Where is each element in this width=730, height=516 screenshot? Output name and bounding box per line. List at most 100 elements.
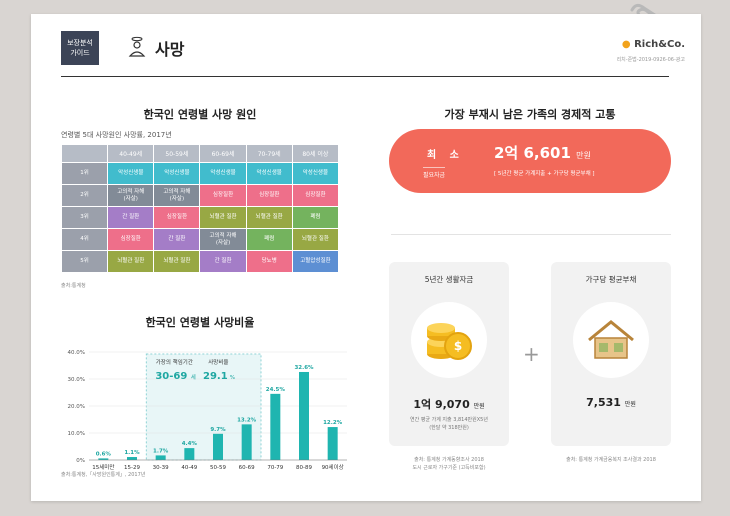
cause-cell: 고혈압성질환 bbox=[292, 251, 338, 272]
cause-cell: 악성신생물 bbox=[108, 163, 154, 184]
section-divider bbox=[391, 234, 671, 235]
table-row: 4위 심장질환 간 질환 고의적 자해 (자살) 폐렴 뇌혈관 질환 bbox=[62, 229, 338, 250]
bar bbox=[327, 427, 338, 460]
cause-cell: 간 질환 bbox=[200, 251, 246, 272]
cause-cell: 악성신생물 bbox=[154, 163, 200, 184]
cause-cell: 고의적 자해 (자살) bbox=[108, 185, 154, 206]
cause-source: 출처:통계청 bbox=[61, 283, 86, 289]
x-tick-label: 15세미만 bbox=[92, 463, 114, 471]
cause-cell: 간 질환 bbox=[108, 207, 154, 228]
cause-cell: 뇌혈관 질환 bbox=[200, 207, 246, 228]
total-amount: 2억 6,601 만원 bbox=[494, 144, 591, 162]
debt-source: 출처: 통계청 가계금융복지 조사결과 2018 bbox=[566, 457, 656, 463]
living-cost-box: 5년간 생활자금 $ 1억 9,070 만원 연간 평균 가계 지출 3,814… bbox=[389, 262, 509, 446]
bar-value-label: 32.6% bbox=[294, 365, 314, 371]
age-column-header: 50-59세 bbox=[154, 145, 200, 162]
bar bbox=[98, 458, 109, 460]
cause-cell: 심장질환 bbox=[292, 185, 338, 206]
corner-header bbox=[62, 145, 108, 162]
x-tick-label: 80-89 bbox=[296, 465, 312, 471]
living-cost-value: 1억 9,070 만원 bbox=[413, 398, 485, 411]
cause-cell: 폐렴 bbox=[246, 229, 292, 250]
cause-cell: 뇌혈관 질환 bbox=[108, 251, 154, 272]
y-tick-label: 30.0% bbox=[68, 377, 85, 383]
chart-title: 한국인 연령별 사망비율 bbox=[145, 316, 255, 329]
bar-value-label: 9.7% bbox=[210, 427, 226, 433]
bar bbox=[213, 433, 223, 460]
cause-cell: 악성신생물 bbox=[292, 163, 338, 184]
coins-icon: $ bbox=[427, 323, 472, 360]
bar bbox=[184, 448, 195, 460]
house-circle bbox=[573, 302, 649, 378]
death-rate-chart: 0% 10.0% 20.0% 30.0% 40.0% 0.6% 15세미만 1.1% 15-29… bbox=[68, 350, 347, 471]
page-title: 사망 bbox=[155, 40, 185, 59]
cause-cell: 뇌혈관 질환 bbox=[246, 207, 292, 228]
table-row: 3위 간 질환 심장질환 뇌혈관 질환 뇌혈관 질환 폐렴 bbox=[62, 207, 338, 228]
y-tick-label: 10.0% bbox=[68, 431, 85, 437]
cause-cell: 심장질환 bbox=[246, 185, 292, 206]
cause-table-title: 한국인 연령별 사망 원인 bbox=[143, 108, 257, 121]
y-tick-label: 20.0% bbox=[68, 404, 85, 410]
rank-cell: 1위 bbox=[62, 163, 108, 184]
bar-value-label: 13.2% bbox=[237, 417, 257, 423]
rank-cell: 3위 bbox=[62, 207, 108, 228]
bar-value-label: 4.4% bbox=[182, 441, 198, 447]
rank-cell: 5위 bbox=[62, 251, 108, 272]
brand-logo: ● Rich&Co. bbox=[621, 39, 685, 50]
bar-value-label: 12.2% bbox=[323, 420, 343, 426]
infographic-card: 보장분석 가이드 사망 ● Rich&Co. 리치-준법-2019-0926-0… bbox=[31, 14, 701, 501]
bar bbox=[127, 457, 137, 460]
x-tick-label: 15-29 bbox=[124, 465, 140, 471]
cause-cell: 고의적 자해 (자살) bbox=[200, 229, 246, 250]
x-tick-label: 70-79 bbox=[267, 465, 283, 471]
need-label: 필요자금 bbox=[423, 167, 446, 179]
chart-source: 출처:통계청,「사망원인통계」, 2017년 bbox=[61, 472, 146, 478]
cause-cell: 뇌혈관 질환 bbox=[292, 229, 338, 250]
x-tick-label: 30-39 bbox=[153, 465, 169, 471]
age-column-header: 60-69세 bbox=[200, 145, 246, 162]
cause-cell: 간 질환 bbox=[154, 229, 200, 250]
y-tick-label: 0% bbox=[76, 458, 85, 464]
highlight-annotation: 세 bbox=[191, 373, 196, 381]
compliance-code: 리치-준법-2019-0926-06-광고 bbox=[616, 57, 685, 63]
living-cost-desc: 연간 평균 가계 지출 3,814만원X5년 (한달 약 318만원) bbox=[410, 417, 488, 431]
cause-cell: 뇌혈관 질환 bbox=[154, 251, 200, 272]
cause-cell: 당뇨병 bbox=[246, 251, 292, 272]
bar-value-label: 0.6% bbox=[96, 451, 112, 457]
age-column-header: 40-49세 bbox=[108, 145, 154, 162]
cause-cell: 고의적 자해 (자살) bbox=[154, 185, 200, 206]
total-breakdown: [ 5년간 평균 가계지출 + 가구당 평균부채 ] bbox=[494, 171, 595, 177]
bar-value-label: 1.1% bbox=[124, 450, 140, 456]
age-column-header: 80세 이상 bbox=[292, 145, 338, 162]
highlight-annotation: 30-69 bbox=[155, 371, 187, 382]
bar-value-label: 1.7% bbox=[153, 448, 169, 454]
min-label: 최 소 bbox=[427, 150, 464, 161]
table-row: 1위 악성신생물 악성신생물 악성신생물 악성신생물 악성신생물 bbox=[62, 163, 338, 184]
cause-cell: 심장질환 bbox=[108, 229, 154, 250]
y-tick-label: 40.0% bbox=[68, 350, 85, 356]
angel-person-icon bbox=[128, 36, 146, 57]
highlight-annotation: 사망비율 bbox=[208, 358, 228, 366]
cause-cell: 심장질환 bbox=[200, 185, 246, 206]
living-cost-title: 5년간 생활자금 bbox=[424, 275, 474, 284]
plus-sign: + bbox=[523, 342, 540, 366]
age-column-header: 70-79세 bbox=[246, 145, 292, 162]
debt-box: 가구당 평균부채 7,531 만원 bbox=[551, 262, 671, 446]
x-tick-label: 90세이상 bbox=[322, 463, 344, 471]
cause-table-subtitle: 연령별 5대 사망원인 사망률, 2017년 bbox=[61, 131, 172, 139]
living-cost-source: 출처: 통계청 가계동향조사 2018 도시 근로자 가구기준 (고득비포함) bbox=[412, 457, 486, 471]
x-tick-label: 60-69 bbox=[239, 465, 255, 471]
cause-cell: 악성신생물 bbox=[200, 163, 246, 184]
burden-title: 가장 부재시 남은 가족의 경제적 고통 bbox=[444, 108, 616, 121]
total-need-pill: 최 소 필요자금 2억 6,601 만원 [ 5년간 평균 가계지출 + 가구당… bbox=[389, 129, 671, 193]
bar bbox=[270, 393, 281, 460]
rank-cell: 2위 bbox=[62, 185, 108, 206]
x-tick-label: 40-49 bbox=[181, 465, 197, 471]
table-row: 2위 고의적 자해 (자살) 고의적 자해 (자살) 심장질환 심장질환 심장질환 bbox=[62, 185, 338, 206]
x-tick-label: 50-59 bbox=[210, 465, 226, 471]
cause-cell: 악성신생물 bbox=[246, 163, 292, 184]
bar bbox=[299, 371, 309, 460]
cause-cell: 심장질환 bbox=[154, 207, 200, 228]
rank-cell: 4위 bbox=[62, 229, 108, 250]
highlight-annotation: % bbox=[230, 375, 235, 381]
